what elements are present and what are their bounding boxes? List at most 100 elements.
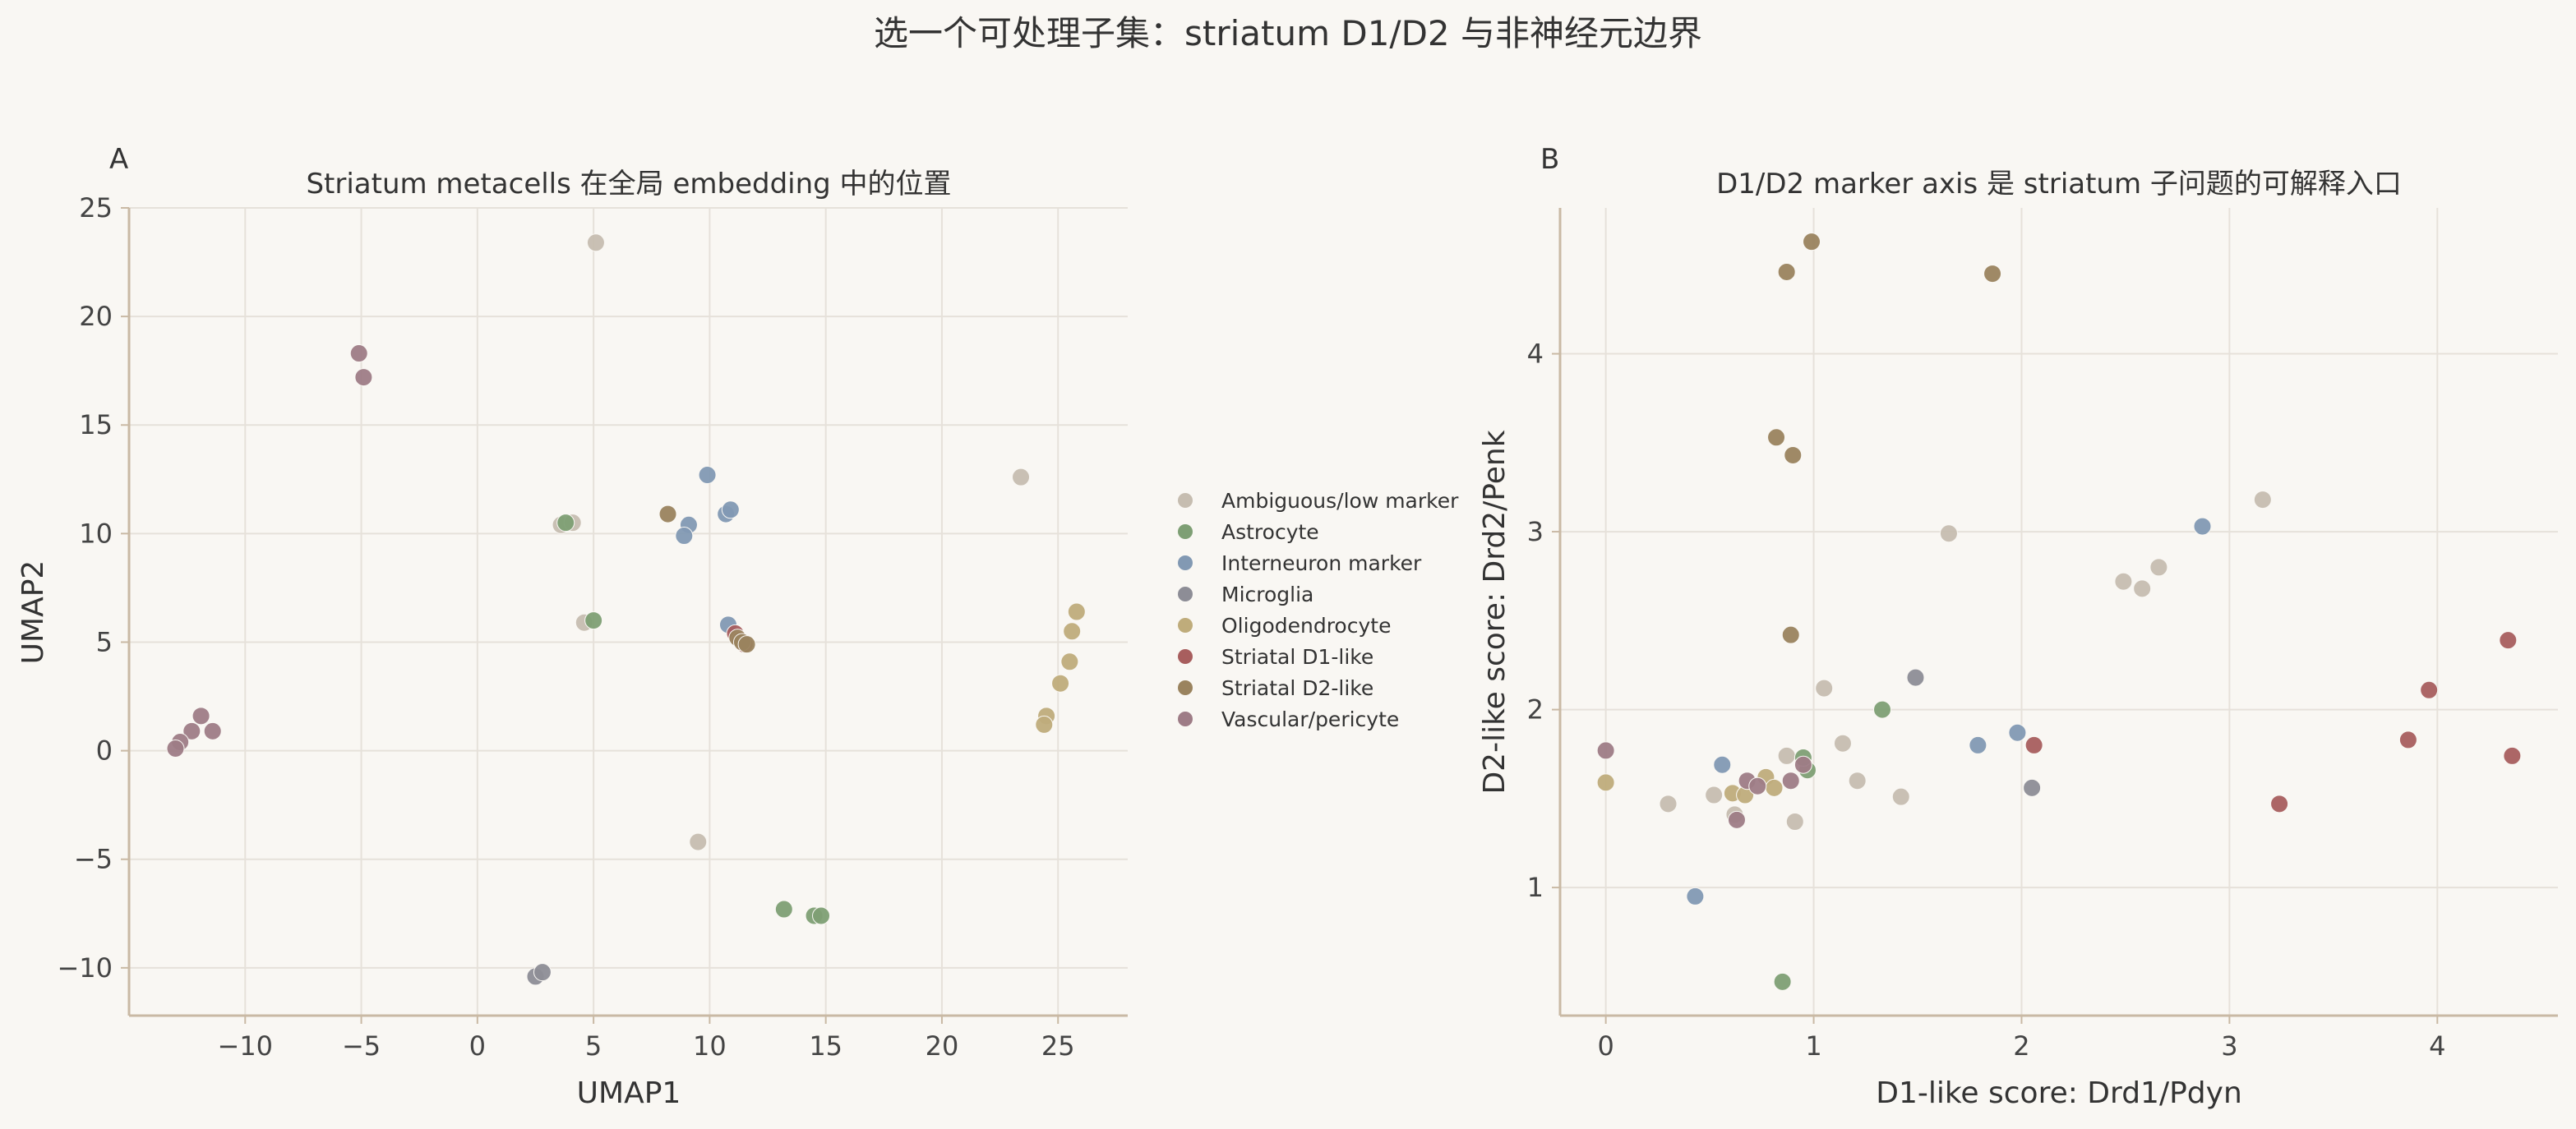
- scatter-point: [2420, 680, 2439, 699]
- x-tick-label: 0: [1597, 1030, 1613, 1062]
- panel-b-y-axis-label: D2-like score: Drd2/Penk: [1478, 430, 1512, 794]
- scatter-point: [2253, 491, 2272, 509]
- scatter-point: [2133, 579, 2152, 598]
- scatter-point: [1781, 772, 1800, 790]
- scatter-point: [192, 707, 210, 726]
- x-tick-label: 10: [693, 1030, 727, 1062]
- y-tick-label: −5: [74, 844, 113, 875]
- y-tick-label: 0: [96, 735, 113, 767]
- y-tick-label: 25: [79, 192, 113, 223]
- x-tick-label: 4: [2429, 1030, 2445, 1062]
- scatter-point: [1784, 445, 1803, 464]
- legend-marker: [1178, 649, 1193, 664]
- scatter-point: [1748, 776, 1767, 795]
- legend-marker: [1178, 493, 1193, 508]
- x-tick-label: 2: [2013, 1030, 2029, 1062]
- scatter-point: [349, 344, 368, 363]
- x-tick-label: 15: [809, 1030, 843, 1062]
- scatter-point: [1705, 786, 1724, 804]
- scatter-point: [2270, 795, 2289, 813]
- scatter-point: [1785, 812, 1804, 831]
- y-tick-label: 5: [96, 626, 113, 657]
- scatter-point: [354, 368, 373, 387]
- y-tick-label: 2: [1527, 694, 1544, 726]
- panel-a-points: [166, 233, 1086, 986]
- scatter-point: [1659, 795, 1678, 813]
- y-tick-label: 20: [79, 301, 113, 332]
- legend-marker: [1178, 712, 1193, 726]
- y-tick-label: 15: [79, 409, 113, 440]
- panel-a-ticks: −10 −5 0 5 10 15 20 25 −10 −5 0 5 10 15 20 25: [57, 192, 1074, 1062]
- scatter-point: [721, 500, 740, 519]
- figure-title: 选一个可处理子集：striatum D1/D2 与非神经元边界: [874, 13, 1702, 53]
- scatter-point: [2149, 558, 2168, 577]
- scatter-point: [2008, 723, 2027, 742]
- scatter-point: [1939, 524, 1958, 543]
- scatter-point: [586, 233, 605, 252]
- x-tick-label: 20: [926, 1030, 959, 1062]
- y-tick-label: −10: [57, 952, 113, 984]
- panel-a-letter: A: [109, 143, 128, 176]
- panel-b-x-axis-label: D1-like score: Drd1/Pdyn: [1876, 1076, 2242, 1110]
- legend-marker: [1178, 524, 1193, 539]
- scatter-point: [1873, 700, 1892, 719]
- scatter-point: [166, 739, 185, 758]
- legend-label: Interneuron marker: [1221, 551, 1422, 575]
- scatter-point: [1815, 679, 1834, 698]
- y-tick-label: 4: [1527, 339, 1544, 370]
- scatter-point: [1848, 772, 1867, 790]
- legend-label: Ambiguous/low marker: [1221, 489, 1459, 513]
- legend-label: Striatal D2-like: [1221, 676, 1373, 700]
- scatter-point: [812, 906, 831, 925]
- scatter-point: [1781, 625, 1800, 644]
- scatter-point: [2503, 746, 2522, 765]
- panel-b-ticks: 0 1 2 3 4 1 2 3 4: [1527, 339, 2446, 1062]
- scatter-point: [1727, 810, 1746, 829]
- scatter-point: [1777, 262, 1796, 281]
- x-tick-label: 5: [585, 1030, 602, 1062]
- panel-a-x-axis-label: UMAP1: [577, 1076, 681, 1110]
- scatter-point: [1713, 755, 1732, 774]
- x-tick-label: 1: [1805, 1030, 1821, 1062]
- scatter-point: [698, 466, 717, 485]
- scatter-point: [1891, 787, 1910, 806]
- legend-marker: [1178, 555, 1193, 570]
- scatter-point: [737, 635, 756, 654]
- y-tick-label: 1: [1527, 872, 1544, 903]
- scatter-point: [1767, 428, 1786, 447]
- panel-b-points: [1596, 233, 2522, 991]
- scatter-point: [2023, 778, 2042, 797]
- scatter-point: [1063, 622, 1082, 641]
- x-tick-label: −10: [218, 1030, 274, 1062]
- scatter-point: [658, 505, 677, 523]
- panel-a-title: Striatum metacells 在全局 embedding 中的位置: [306, 168, 951, 200]
- panel-a-y-axis-label: UMAP2: [16, 560, 50, 665]
- legend-label: Oligodendrocyte: [1221, 614, 1391, 638]
- panel-a: A Striatum metacells 在全局 embedding 中的位置 …: [16, 143, 1128, 1110]
- legend: Ambiguous/low marker Astrocyte Interneuron…: [1178, 489, 1459, 731]
- scatter-point: [1833, 734, 1852, 753]
- scatter-point: [689, 832, 708, 851]
- scatter-point: [1765, 778, 1784, 797]
- panel-b: B D1/D2 marker axis 是 striatum 子问题的可解释入口…: [1478, 143, 2558, 1110]
- x-tick-label: 3: [2221, 1030, 2237, 1062]
- scatter-point: [203, 721, 222, 740]
- scatter-point: [1773, 972, 1792, 991]
- x-tick-label: −5: [342, 1030, 381, 1062]
- scatter-point: [1983, 265, 2002, 283]
- scatter-point: [1777, 746, 1796, 765]
- scatter-point: [1794, 755, 1812, 774]
- scatter-point: [1969, 735, 1987, 754]
- legend-marker: [1178, 587, 1193, 601]
- x-tick-label: 25: [1041, 1030, 1075, 1062]
- legend-label: Vascular/pericyte: [1221, 707, 1399, 731]
- panel-b-title: D1/D2 marker axis 是 striatum 子问题的可解释入口: [1716, 168, 2402, 200]
- panel-b-gridlines: [1560, 208, 2558, 1016]
- scatter-point: [1067, 602, 1086, 621]
- legend-label: Astrocyte: [1221, 520, 1319, 544]
- scatter-point: [1051, 674, 1070, 693]
- y-tick-label: 3: [1527, 516, 1544, 547]
- scatter-point: [2024, 735, 2043, 754]
- scatter-point: [584, 611, 603, 630]
